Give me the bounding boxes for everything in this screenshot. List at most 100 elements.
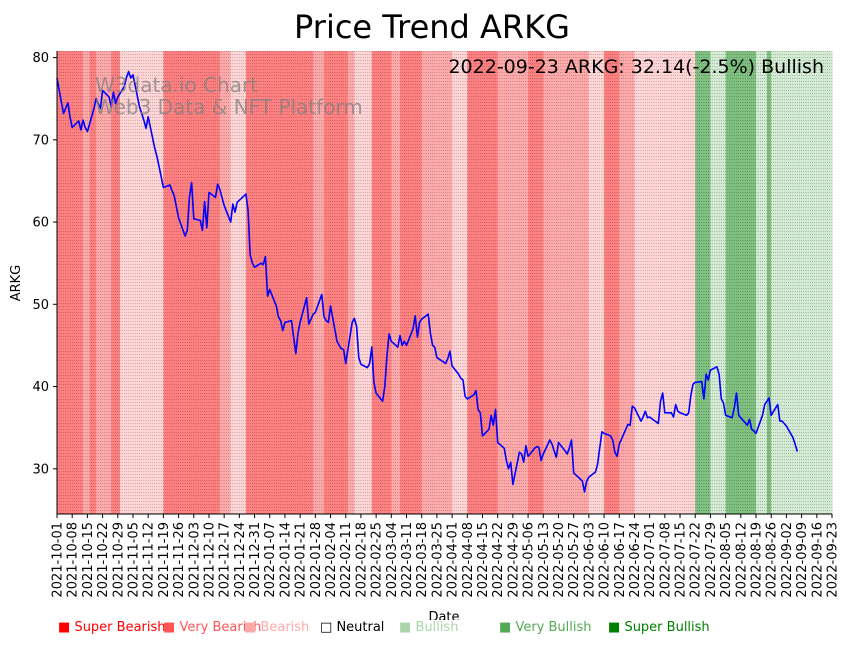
regime-band-very_bearish [391,51,401,514]
x-tick-label: 2021-10-29 [111,522,126,598]
regime-band-super_bearish [245,51,314,514]
x-tick-label: 2022-01-21 [294,522,309,598]
regime-band-bearish [452,51,468,514]
x-tick-label: 2022-07-22 [689,522,704,598]
y-tick-label: 30 [32,462,49,477]
x-tick-label: 2022-06-17 [613,522,628,598]
regime-legend: ■ Super Bearish ■ Very Bearish ■ Bearish… [0,620,848,640]
legend-super-bullish-swatch: ■ [608,620,621,635]
x-tick-label: 2021-10-08 [66,522,81,598]
x-tick-label: 2022-09-16 [810,522,825,598]
legend-bullish: ■ Bullish [399,620,458,635]
x-tick-label: 2022-06-03 [582,522,597,598]
regime-band-super_bearish [111,51,121,514]
x-tick-label: 2022-04-15 [476,522,491,598]
legend-very-bearish: ■ Very Bearish [163,620,261,635]
x-tick-label: 2022-05-06 [522,522,537,598]
x-tick-label: 2022-02-04 [324,522,339,598]
regime-band-very_bearish [347,51,355,514]
regime-band-super_bearish [57,51,84,514]
legend-super-bullish-label: Super Bullish [624,620,710,635]
legend-super-bearish: ■ Super Bearish [58,620,166,635]
status-annotation: 2022-09-23 ARKG: 32.14(-2.5%) Bullish [448,56,824,78]
regime-bands [57,51,833,514]
legend-bearish-label: Bearish [260,620,310,635]
x-tick-label: 2022-06-24 [628,522,643,598]
legend-very-bearish-swatch: ■ [163,620,176,635]
x-tick-label: 2022-04-01 [446,522,461,598]
price-series [56,70,799,493]
y-tick-label: 60 [32,216,49,231]
x-axis-label: Date [428,610,459,620]
x-tick-label: 2022-03-25 [430,522,445,598]
x-tick-label: 2021-11-05 [126,522,141,598]
regime-band-very_bearish [619,51,635,514]
series-line-arkg [56,70,799,493]
x-tick-label: 2022-03-11 [400,522,415,598]
regime-band-very_bearish [421,51,453,514]
y-tick-label: 80 [32,51,49,66]
x-tick-label: 2022-02-18 [354,522,369,598]
x-tick-label: 2022-04-08 [461,522,476,598]
y-tick-label: 40 [32,380,49,395]
y-tick-label: 70 [32,133,49,148]
x-tick-label: 2021-12-31 [248,522,263,598]
legend-very-bearish-label: Very Bearish [179,620,262,635]
x-axis-ticks: 2021-10-01 2021-10-08 2021-10-15 2021-10-22… [51,514,841,598]
regime-band-very_bullish [766,51,772,514]
regime-band-bullish [710,51,727,514]
x-tick-label: 2022-01-28 [309,522,324,598]
x-tick-label: 2021-12-10 [202,522,217,598]
x-tick-label: 2022-09-09 [795,522,810,598]
legend-bullish-swatch: ■ [399,620,412,635]
x-tick-label: 2021-12-24 [233,522,248,598]
regime-band-very_bullish [695,51,711,514]
legend-very-bullish-label: Very Bullish [515,620,592,635]
x-tick-label: 2022-05-13 [537,522,552,598]
regime-band-super_bearish [467,51,499,514]
regime-band-very_bearish [313,51,325,514]
regime-band-very_bearish [543,51,590,514]
legend-neutral-label: Neutral [336,620,385,635]
x-tick-label: 2021-10-01 [51,522,66,598]
x-tick-label: 2022-08-19 [750,522,765,598]
regime-band-bearish [119,51,164,514]
regime-band-super_bearish [89,51,97,514]
regime-band-very_bearish [96,51,112,514]
legend-bearish-swatch: ■ [244,620,257,635]
x-tick-label: 2022-08-26 [765,522,780,598]
watermark-line-1: W3data.io Chart [95,73,258,97]
x-tick-label: 2022-07-15 [674,522,689,598]
regime-band-super_bearish [528,51,544,514]
regime-band-super_bearish [371,51,392,514]
x-tick-label: 2022-08-12 [734,522,749,598]
y-axis-ticks: 30 40 50 60 70 80 [32,51,57,477]
x-tick-label: 2022-09-02 [780,522,795,598]
date-gridlines [56,51,833,514]
x-tick-label: 2021-11-19 [157,522,172,598]
regime-band-super_bearish [399,51,423,514]
regime-band-super_bearish [604,51,620,514]
regime-band-bullish [771,51,833,514]
regime-band-bearish [634,51,696,514]
watermark-line-2: Web3 Data & NFT Platform [95,95,363,119]
x-tick-label: 2022-01-07 [263,522,278,598]
x-tick-label: 2022-07-08 [658,522,673,598]
axes [56,51,832,515]
x-tick-label: 2021-11-12 [142,522,157,598]
legend-very-bullish-swatch: ■ [499,620,512,635]
regime-band-bearish [588,51,605,514]
regime-band-very_bearish [219,51,232,514]
regime-band-very_bullish [725,51,757,514]
x-tick-label: 2021-12-17 [218,522,233,598]
legend-very-bullish: ■ Very Bullish [499,620,592,635]
x-tick-label: 2022-07-29 [704,522,719,598]
x-tick-label: 2021-12-03 [187,522,202,598]
y-axis-label: ARKG [9,265,24,302]
legend-super-bullish: ■ Super Bullish [608,620,710,635]
legend-super-bearish-label: Super Bearish [74,620,166,635]
x-tick-label: 2021-10-15 [81,522,96,598]
x-tick-label: 2022-01-14 [278,522,293,598]
x-tick-label: 2022-08-05 [719,522,734,598]
x-tick-label: 2022-03-04 [385,522,400,598]
